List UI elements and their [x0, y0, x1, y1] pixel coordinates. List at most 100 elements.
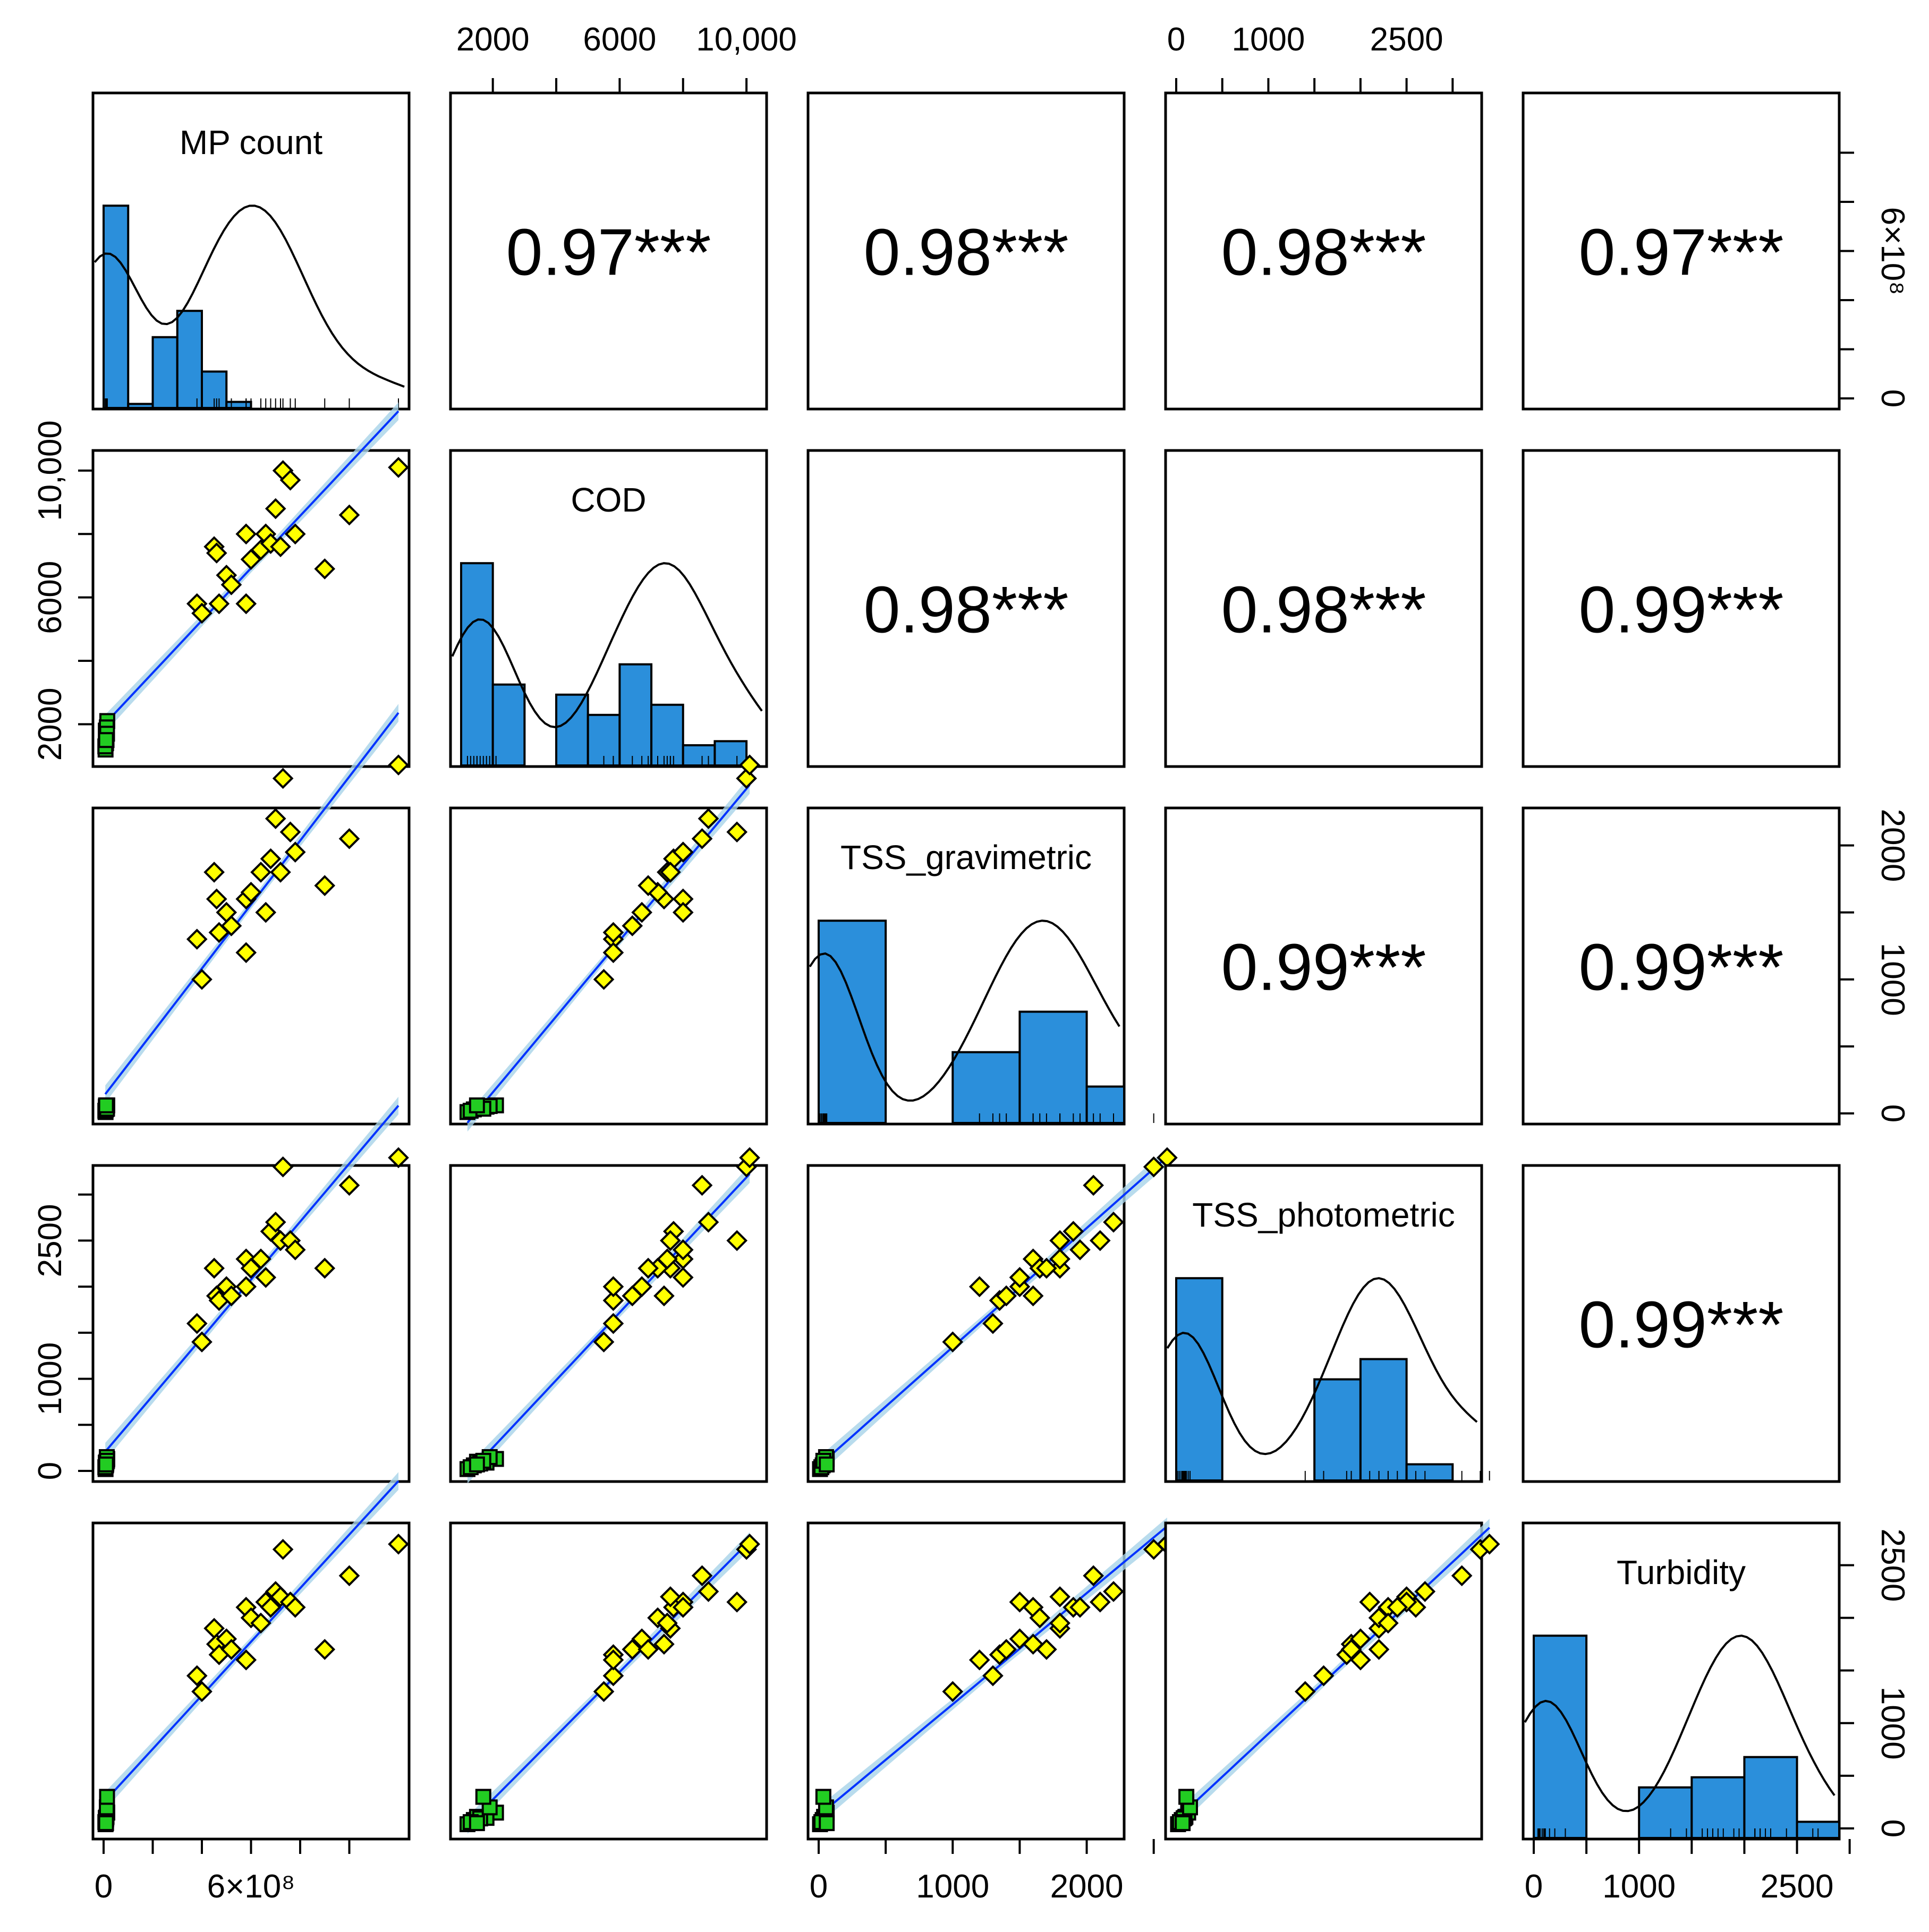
data-point-high: [279, 469, 301, 491]
data-point-high: [996, 1285, 1017, 1307]
data-point-high: [235, 523, 257, 545]
data-point-high: [739, 754, 760, 776]
histogram-bar: [460, 562, 494, 767]
panel-frame: [1522, 1164, 1841, 1483]
data-point-high: [260, 1596, 282, 1618]
data-point-high: [1069, 1596, 1091, 1618]
data-point-high: [691, 828, 713, 849]
x-tick-label: 1000: [1231, 21, 1305, 58]
data-point-high: [1103, 1211, 1124, 1233]
axes: 0 6×10⁸ 0 1000 2000 0 1000 2500 2000 6000 10,000 0 1…: [32, 21, 1911, 1905]
data-point-low: [469, 1456, 485, 1473]
data-point-high: [1049, 1230, 1070, 1252]
panel-r4-c4: Turbidity: [1522, 1521, 1841, 1841]
data-point-high: [206, 542, 227, 564]
panel-r1-c2: 0.98***: [806, 449, 1126, 768]
data-point-high: [622, 915, 643, 937]
histogram-bar: [1638, 1786, 1693, 1840]
data-point-high: [1009, 1266, 1031, 1288]
panel-r2-c4: 0.99***: [1522, 806, 1841, 1126]
data-point-high: [235, 593, 257, 615]
histogram-bar: [682, 744, 716, 767]
data-point-high: [1350, 1649, 1371, 1671]
data-point-high: [1049, 1612, 1070, 1634]
data-point-high: [602, 1276, 624, 1297]
data-point-high: [691, 1565, 713, 1587]
x-tick-label: 2500: [1370, 21, 1443, 58]
correlation-value: 0.99***: [1578, 1289, 1783, 1362]
data-point-high: [968, 1649, 990, 1671]
panel-r3-c4: 0.99***: [1522, 1164, 1841, 1483]
data-point-high: [338, 504, 360, 526]
y-tick-label: 2000: [32, 687, 69, 761]
data-point-high: [255, 901, 277, 923]
x-tick-label: 0: [95, 1868, 113, 1905]
data-point-high: [1009, 1628, 1031, 1650]
variable-label-1: COD: [571, 481, 646, 519]
x-tick-label: 6000: [583, 21, 656, 58]
data-point-low: [1175, 1815, 1191, 1832]
data-point-high: [638, 1257, 659, 1279]
data-point-high: [1414, 1581, 1436, 1602]
data-point-high: [593, 968, 615, 990]
data-point-high: [631, 901, 652, 923]
data-point-high: [220, 915, 242, 937]
data-point-high: [314, 558, 336, 580]
panel-r0-c3: 0.98***: [1164, 91, 1483, 411]
data-point-high: [1313, 1665, 1335, 1687]
fit-line: [1177, 1527, 1491, 1819]
panel-r4-c1: [449, 1521, 768, 1841]
y-tick-label: 0: [32, 1462, 69, 1480]
data-point-high: [270, 862, 291, 883]
panel-frame: [1164, 91, 1483, 411]
data-point-high: [1029, 1607, 1051, 1629]
histogram-bar: [713, 740, 748, 767]
panel-r1-c3: 0.98***: [1164, 449, 1483, 768]
data-point-high: [279, 821, 301, 843]
panel-r0-c1: 0.97***: [449, 91, 768, 411]
data-point-high: [250, 1612, 271, 1634]
panel-r4-c3: [1164, 1519, 1500, 1841]
data-point-high: [996, 1639, 1017, 1660]
fit-line: [104, 1105, 400, 1453]
data-point-high: [240, 881, 262, 903]
data-point-high: [657, 1248, 678, 1270]
data-point-high: [284, 841, 306, 863]
y-tick-label: 2500: [1874, 1528, 1911, 1602]
histogram-bar: [1405, 1463, 1454, 1482]
data-point-high: [691, 1174, 713, 1196]
data-point-high: [235, 1649, 257, 1671]
data-point-high: [602, 1290, 624, 1311]
correlation-value: 0.99***: [1221, 931, 1426, 1005]
data-point-high: [1451, 1565, 1473, 1587]
data-point-high: [388, 1533, 409, 1555]
histogram-bar: [1690, 1776, 1746, 1840]
panel-r3-c0: [91, 1096, 411, 1483]
histogram-bar: [650, 703, 684, 767]
panel-frame: [1164, 449, 1483, 768]
data-point-high: [982, 1313, 1004, 1334]
data-point-high: [388, 457, 409, 478]
panel-r3-c2: [806, 1147, 1178, 1483]
data-point-high: [270, 536, 291, 557]
x-tick-label: 1000: [916, 1868, 989, 1905]
data-point-high: [314, 1257, 336, 1279]
data-point-high: [314, 875, 336, 896]
histogram-bar: [1018, 1010, 1088, 1125]
data-point-low: [819, 1456, 835, 1473]
panel-frame: [1522, 449, 1841, 768]
data-point-high: [653, 1285, 675, 1307]
data-point-high: [314, 1639, 336, 1660]
x-tick-label: 0: [1525, 1868, 1543, 1905]
data-point-high: [593, 1331, 615, 1353]
data-point-high: [672, 901, 694, 923]
correlation-value: 0.99***: [1578, 574, 1783, 647]
data-point-low: [98, 1456, 114, 1473]
data-point-high: [672, 1239, 694, 1261]
data-point-high: [672, 841, 694, 863]
data-point-high: [255, 1266, 277, 1288]
x-tick-label: 2500: [1761, 1868, 1834, 1905]
histogram-bar: [618, 663, 653, 767]
data-point-high: [220, 1639, 242, 1660]
